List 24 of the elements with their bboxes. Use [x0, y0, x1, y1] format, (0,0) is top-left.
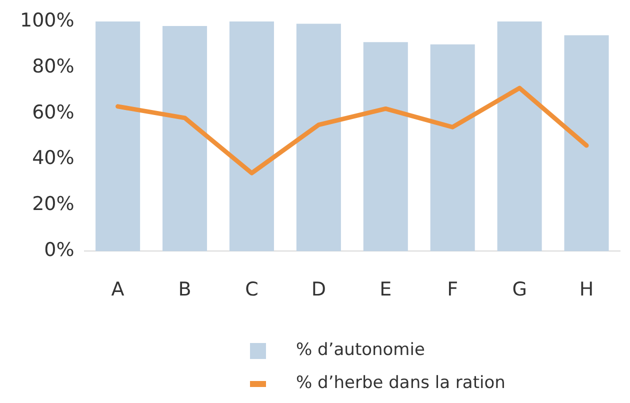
x-tick-label: A — [111, 278, 124, 301]
legend-label: % d’autonomie — [296, 339, 425, 362]
x-tick-label: E — [380, 278, 392, 301]
y-tick-label: 40% — [32, 147, 74, 170]
x-tick-label: C — [245, 278, 258, 301]
x-tick-label: H — [579, 278, 594, 301]
x-tick-label: F — [447, 278, 458, 301]
x-tick-label: D — [311, 278, 326, 301]
x-tick-label: B — [178, 278, 192, 301]
y-tick-label: 60% — [32, 101, 74, 124]
y-tick-label: 80% — [32, 55, 74, 78]
legend-label: % d’herbe dans la ration — [296, 372, 506, 395]
y-tick-label: 100% — [20, 9, 74, 32]
bar — [296, 24, 341, 252]
y-tick-label: 0% — [44, 239, 74, 262]
bar — [162, 26, 208, 252]
y-tick-label: 20% — [32, 193, 74, 216]
bar — [497, 21, 542, 252]
x-tick-label: G — [512, 278, 527, 301]
bar — [363, 42, 408, 252]
bar — [96, 21, 140, 252]
bar — [229, 21, 274, 252]
bar — [430, 44, 475, 252]
bar — [564, 35, 609, 252]
